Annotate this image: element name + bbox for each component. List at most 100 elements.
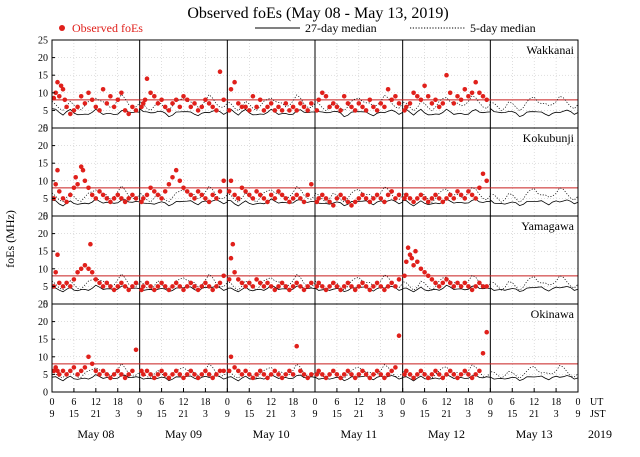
- observed-point: [352, 375, 358, 381]
- observed-point: [57, 372, 62, 377]
- observed-point: [455, 189, 460, 194]
- x-tick-label-ut: 0: [400, 397, 405, 408]
- observed-point: [144, 192, 150, 198]
- date-label: May 08: [77, 427, 114, 441]
- observed-point: [290, 104, 296, 110]
- observed-point: [378, 372, 384, 377]
- observed-point: [389, 280, 395, 286]
- observed-point: [458, 372, 464, 377]
- observed-point: [385, 284, 391, 289]
- observed-point: [272, 108, 278, 113]
- observed-point: [214, 108, 219, 113]
- observed-point: [305, 375, 311, 381]
- observed-point: [239, 185, 245, 191]
- observed-point: [393, 196, 398, 201]
- observed-point: [139, 199, 144, 205]
- observed-point: [334, 372, 340, 377]
- y-tick-label: 25: [38, 212, 48, 223]
- observed-point: [305, 192, 311, 198]
- x-tick-label-ut: 12: [354, 397, 364, 408]
- y-tick-label: 5: [43, 282, 48, 293]
- observed-point: [254, 372, 259, 377]
- y-tick-label: 10: [38, 176, 48, 187]
- observed-point: [64, 280, 69, 286]
- observed-point: [217, 280, 223, 286]
- observed-point: [305, 108, 311, 113]
- observed-point: [254, 104, 259, 110]
- observed-point: [436, 104, 442, 110]
- observed-point: [122, 108, 128, 113]
- observed-point: [221, 97, 226, 103]
- observed-point: [298, 101, 303, 106]
- x-tick-label-jst: 3: [378, 409, 383, 420]
- y-tick-label: 20: [38, 317, 48, 328]
- observed-point: [210, 287, 215, 293]
- observed-point: [181, 185, 186, 191]
- x-tick-label-jst: 9: [137, 409, 142, 420]
- observed-point: [323, 375, 329, 381]
- observed-point: [78, 368, 84, 374]
- y-tick-label: 20: [38, 53, 48, 64]
- observed-point: [78, 266, 84, 272]
- observed-point: [170, 101, 175, 106]
- y-tick-label: 25: [38, 36, 48, 47]
- observed-point: [305, 284, 311, 289]
- observed-point: [217, 69, 223, 74]
- x-tick-label-jst: 21: [442, 409, 452, 420]
- observed-point: [371, 104, 376, 110]
- observed-point: [327, 284, 332, 289]
- observed-point: [396, 101, 402, 106]
- observed-point: [71, 185, 77, 191]
- observed-point: [126, 372, 131, 377]
- observed-point: [104, 196, 110, 201]
- observed-point: [162, 189, 168, 194]
- observed-point: [345, 280, 351, 286]
- observed-point: [382, 375, 387, 381]
- x-tick-label-jst: 9: [400, 409, 405, 420]
- observed-point: [265, 199, 270, 205]
- observed-point: [126, 287, 131, 293]
- observed-point: [53, 182, 58, 187]
- observed-point: [141, 284, 146, 289]
- observed-point: [415, 259, 420, 265]
- observed-point: [363, 372, 369, 377]
- observed-point: [469, 375, 475, 381]
- observed-point: [341, 284, 347, 289]
- observed-point: [93, 104, 99, 110]
- x-tick-label-jst: 21: [91, 409, 101, 420]
- observed-point: [188, 192, 194, 198]
- observed-point: [247, 372, 252, 377]
- observed-point: [155, 192, 161, 198]
- observed-point: [279, 375, 285, 381]
- observed-point: [82, 101, 88, 106]
- x-tick-label-jst: 15: [244, 409, 254, 420]
- observed-point: [60, 284, 66, 289]
- observed-point: [60, 368, 66, 374]
- observed-point: [247, 192, 252, 198]
- panel-wakkanai: 0 5 10 15 20 25 Wakkanai: [38, 36, 579, 135]
- x-axis: 0961512211830961512211830961512211830961…: [50, 388, 612, 441]
- observed-point: [82, 263, 88, 268]
- observed-point: [462, 196, 468, 201]
- observed-point: [334, 196, 340, 201]
- observed-point: [371, 284, 376, 289]
- observed-point: [228, 87, 234, 92]
- observed-point: [404, 104, 409, 110]
- observed-point: [162, 284, 168, 289]
- observed-point: [451, 372, 457, 377]
- observed-point: [447, 90, 453, 96]
- observed-point: [298, 284, 303, 289]
- observed-point: [181, 94, 186, 99]
- observed-point: [363, 284, 369, 289]
- observed-point: [203, 280, 208, 286]
- x-tick-label-ut: 0: [50, 397, 55, 408]
- observed-point: [86, 185, 91, 191]
- observed-point: [152, 375, 157, 381]
- panel-kokubunji: 0 5 10 15 20 25 Kokubunji: [38, 124, 579, 223]
- date-label: May 09: [165, 427, 202, 441]
- observed-point: [100, 87, 106, 92]
- x-tick-label-ut: 18: [200, 397, 210, 408]
- observed-point: [184, 189, 190, 194]
- observed-point: [239, 104, 245, 110]
- observed-point: [130, 284, 135, 289]
